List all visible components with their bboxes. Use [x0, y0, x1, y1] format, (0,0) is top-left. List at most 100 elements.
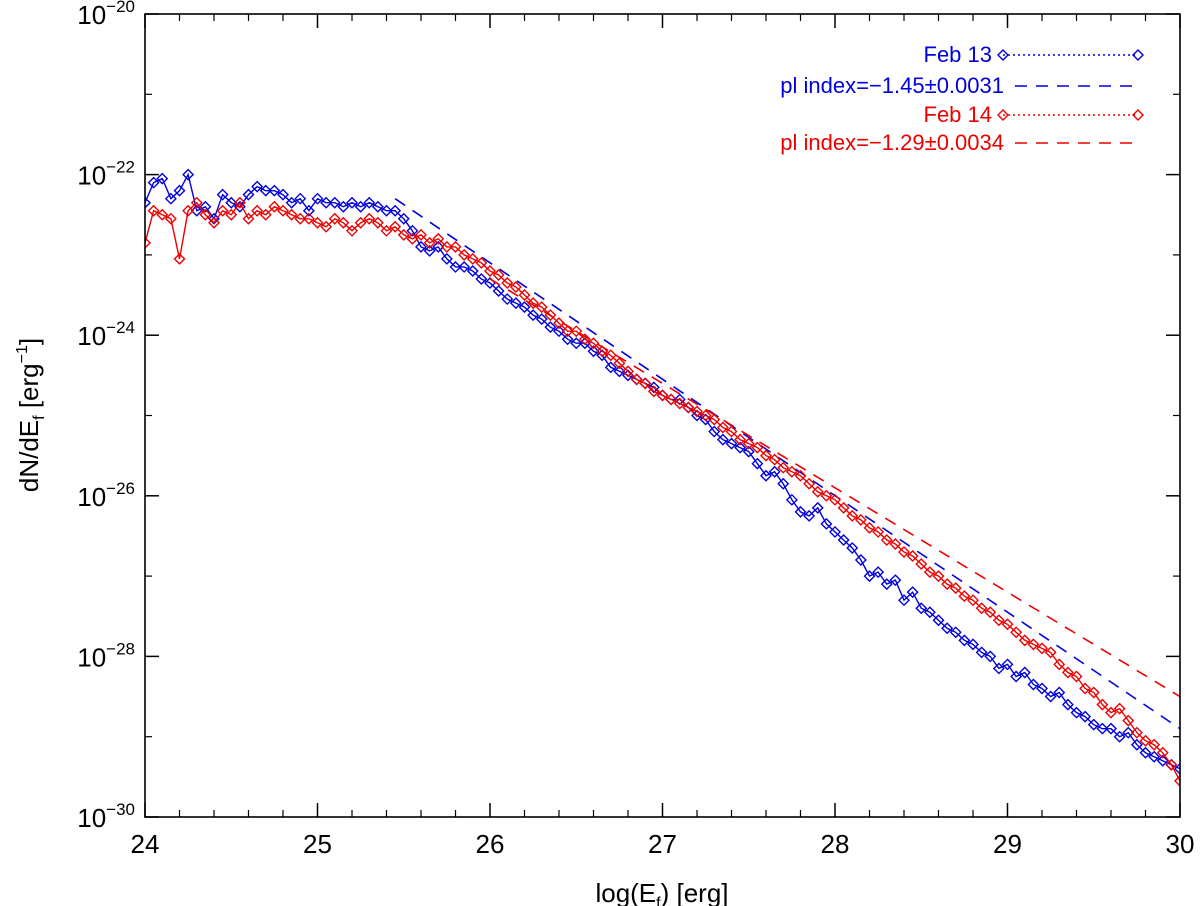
data-point [216, 188, 229, 201]
data-point [829, 493, 841, 506]
x-tick-label: 30 [1166, 829, 1195, 859]
data-point [941, 578, 954, 591]
legend-marker [1132, 49, 1144, 61]
data-point [1148, 738, 1161, 751]
data-point [785, 465, 798, 478]
data-point [906, 586, 919, 599]
series-layer [145, 168, 1180, 787]
data-point [337, 200, 350, 213]
data-point [587, 337, 600, 350]
data-point [156, 208, 169, 221]
x-axis-label: log(Ef) [erg] [595, 878, 728, 906]
data-point [915, 602, 928, 615]
series-line [145, 172, 1180, 770]
data-point [527, 297, 540, 310]
data-point [889, 574, 902, 587]
data-point [1113, 730, 1126, 743]
data-point [182, 204, 195, 217]
data-point [389, 220, 402, 233]
data-point [259, 208, 272, 221]
data-point [354, 200, 367, 213]
data-point [527, 309, 540, 322]
data-point [1010, 670, 1023, 683]
data-point [760, 469, 772, 482]
data-point [1087, 718, 1100, 731]
data-point [371, 216, 384, 229]
data-point [829, 525, 841, 538]
data-point [268, 200, 281, 213]
data-point [613, 357, 626, 370]
data-point [975, 646, 988, 659]
data-point [320, 220, 333, 233]
data-point [639, 377, 652, 390]
x-tick-label: 29 [993, 829, 1022, 859]
data-point [311, 192, 324, 205]
data-point [1044, 646, 1057, 659]
data-point [1139, 746, 1152, 759]
x-tick-label: 28 [821, 829, 850, 859]
data-point [1113, 702, 1126, 715]
data-point [277, 188, 289, 201]
data-point [380, 204, 393, 217]
data-point [509, 281, 522, 294]
data-point [604, 361, 617, 374]
data-point [958, 590, 971, 603]
data-point [371, 200, 384, 213]
data-point [484, 264, 496, 277]
data-point [415, 240, 427, 253]
data-point [346, 224, 358, 237]
data-point [346, 196, 358, 209]
data-point [553, 317, 565, 330]
data-point [967, 594, 979, 607]
data-point [1053, 686, 1066, 699]
data-point [682, 401, 695, 414]
x-axis-subscript: f [656, 895, 661, 906]
y-tick-label: 10−22 [77, 158, 135, 191]
data-point [242, 188, 255, 201]
data-point [328, 212, 341, 225]
data-point [1156, 754, 1169, 767]
data-point [906, 550, 919, 563]
y-tick-label: 10−26 [77, 479, 135, 512]
data-point [803, 477, 816, 490]
data-point [406, 232, 419, 245]
data-point [561, 325, 574, 338]
data-point [389, 204, 402, 217]
svg-text:dN/dEf [erg−1]: dN/dEf [erg−1] [14, 338, 48, 492]
data-point [415, 228, 427, 241]
data-point [225, 208, 238, 221]
data-point [854, 554, 867, 567]
data-point [1105, 706, 1117, 719]
data-point [285, 196, 298, 209]
x-tick-label: 25 [303, 829, 332, 859]
y-tick-label: 10−30 [77, 800, 135, 833]
data-point [967, 638, 979, 651]
fit-line [489, 278, 1180, 698]
data-point [811, 485, 824, 498]
data-point [923, 606, 936, 619]
data-point [561, 333, 574, 346]
data-point [570, 337, 583, 350]
data-point [647, 385, 660, 398]
data-point [432, 240, 445, 253]
data-point [1053, 658, 1066, 671]
data-point [294, 192, 307, 205]
data-point [794, 469, 807, 482]
data-point [1079, 682, 1092, 695]
data-point [742, 445, 755, 458]
data-point [613, 365, 626, 378]
data-point [233, 196, 246, 209]
data-point [251, 180, 264, 193]
data-point [820, 489, 833, 502]
data-point [277, 204, 289, 217]
data-point [837, 501, 850, 514]
data-point [328, 196, 341, 209]
data-point [941, 622, 954, 635]
data-point [992, 614, 1005, 627]
data-point [932, 570, 945, 583]
data-point [932, 614, 945, 627]
data-point [475, 256, 488, 269]
data-point [1036, 642, 1048, 655]
data-point [760, 449, 772, 462]
data-point [699, 409, 712, 422]
